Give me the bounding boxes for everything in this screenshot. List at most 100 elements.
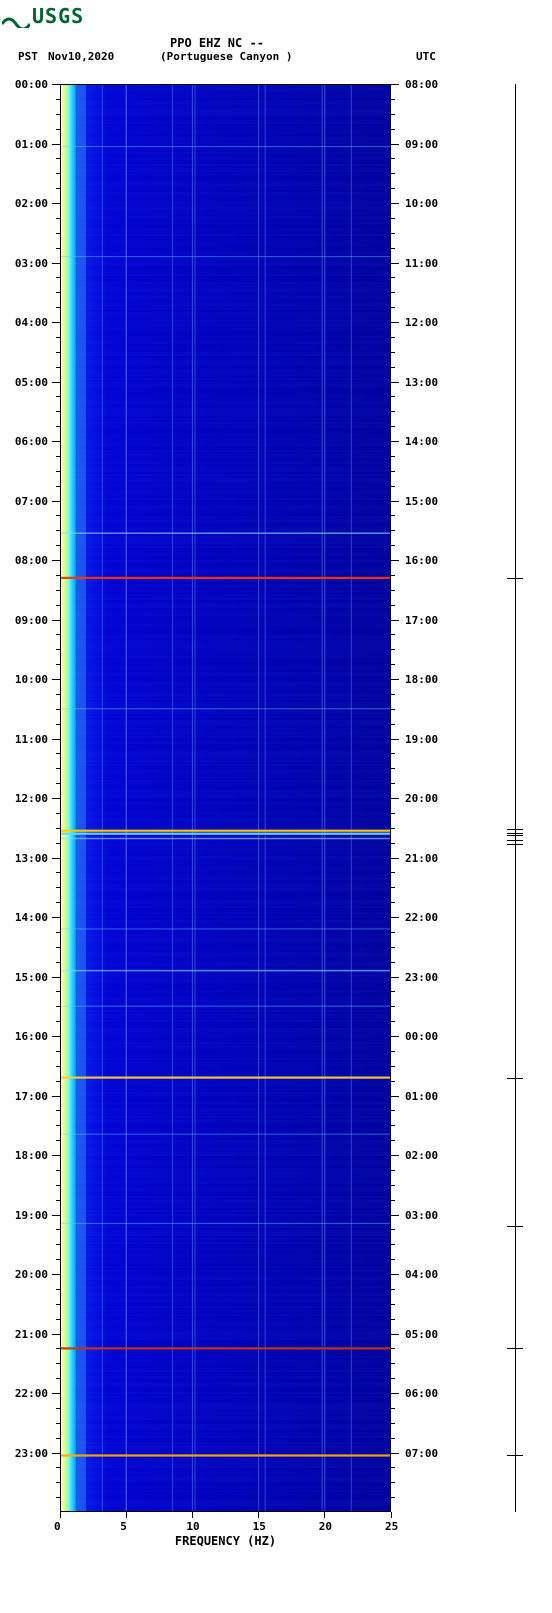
pst-minor-tick xyxy=(56,962,60,963)
freq-tick-label: 20 xyxy=(319,1520,332,1533)
pst-minor-tick xyxy=(56,1482,60,1483)
pst-major-tick xyxy=(52,1393,60,1394)
pst-minor-tick xyxy=(56,545,60,546)
utc-minor-tick xyxy=(391,828,395,829)
utc-minor-tick xyxy=(391,887,395,888)
utc-minor-tick xyxy=(391,1110,395,1111)
pst-major-tick xyxy=(52,1155,60,1156)
x-axis-label: FREQUENCY (HZ) xyxy=(60,1534,391,1548)
pst-minor-tick xyxy=(56,188,60,189)
event-tick xyxy=(507,835,523,836)
pst-minor-tick xyxy=(56,590,60,591)
pst-hour-label: 23:00 xyxy=(15,1447,48,1460)
utc-major-tick xyxy=(391,84,399,85)
pst-minor-tick xyxy=(56,1363,60,1364)
utc-minor-tick xyxy=(391,1140,395,1141)
utc-hour-label: 00:00 xyxy=(405,1030,438,1043)
utc-minor-tick xyxy=(391,1289,395,1290)
pst-minor-tick xyxy=(56,337,60,338)
event-tick xyxy=(507,833,523,834)
utc-minor-tick xyxy=(391,843,395,844)
pst-hour-label: 05:00 xyxy=(15,376,48,389)
utc-minor-tick xyxy=(391,367,395,368)
utc-major-tick xyxy=(391,1453,399,1454)
pst-minor-tick xyxy=(56,129,60,130)
pst-major-tick xyxy=(52,1453,60,1454)
utc-hour-label: 07:00 xyxy=(405,1447,438,1460)
utc-minor-tick xyxy=(391,1319,395,1320)
pst-hour-label: 20:00 xyxy=(15,1268,48,1281)
pst-minor-tick xyxy=(56,1200,60,1201)
pst-major-tick xyxy=(52,144,60,145)
pst-major-tick xyxy=(52,382,60,383)
pst-minor-tick xyxy=(56,1006,60,1007)
utc-hour-label: 17:00 xyxy=(405,614,438,627)
utc-minor-tick xyxy=(391,1200,395,1201)
pst-major-tick xyxy=(52,679,60,680)
frequency-axis: FREQUENCY (HZ) 0510152025 xyxy=(60,1512,391,1552)
utc-minor-tick xyxy=(391,545,395,546)
freq-tick xyxy=(126,1512,127,1518)
utc-minor-tick xyxy=(391,1229,395,1230)
utc-minor-tick xyxy=(391,173,395,174)
pst-minor-tick xyxy=(56,1438,60,1439)
pst-hour-label: 12:00 xyxy=(15,792,48,805)
utc-major-tick xyxy=(391,679,399,680)
utc-hour-label: 04:00 xyxy=(405,1268,438,1281)
date-label: Nov10,2020 xyxy=(48,50,114,63)
utc-major-tick xyxy=(391,1334,399,1335)
utc-hour-label: 11:00 xyxy=(405,257,438,270)
utc-minor-tick xyxy=(391,813,395,814)
pst-minor-tick xyxy=(56,1259,60,1260)
utc-minor-tick xyxy=(391,1408,395,1409)
utc-major-tick xyxy=(391,1096,399,1097)
utc-minor-tick xyxy=(391,158,395,159)
pst-hour-label: 02:00 xyxy=(15,197,48,210)
pst-minor-tick xyxy=(56,292,60,293)
utc-minor-tick xyxy=(391,872,395,873)
pst-hour-label: 06:00 xyxy=(15,435,48,448)
utc-major-tick xyxy=(391,1393,399,1394)
utc-minor-tick xyxy=(391,962,395,963)
pst-major-tick xyxy=(52,1334,60,1335)
pst-minor-tick xyxy=(56,471,60,472)
freq-tick-label: 5 xyxy=(120,1520,127,1533)
pst-minor-tick xyxy=(56,1304,60,1305)
pst-hour-label: 22:00 xyxy=(15,1387,48,1400)
logo-text: USGS xyxy=(32,4,84,28)
pst-hour-label: 21:00 xyxy=(15,1328,48,1341)
utc-minor-tick xyxy=(391,1304,395,1305)
spectrogram-plot xyxy=(60,84,391,1512)
utc-minor-tick xyxy=(391,947,395,948)
pst-minor-tick xyxy=(56,1021,60,1022)
utc-minor-tick xyxy=(391,1066,395,1067)
event-tick xyxy=(507,840,523,841)
utc-minor-tick xyxy=(391,575,395,576)
utc-minor-tick xyxy=(391,471,395,472)
utc-major-tick xyxy=(391,322,399,323)
utc-hour-label: 19:00 xyxy=(405,733,438,746)
pst-minor-tick xyxy=(56,575,60,576)
utc-hour-label: 15:00 xyxy=(405,495,438,508)
utc-hour-label: 08:00 xyxy=(405,78,438,91)
utc-major-tick xyxy=(391,1036,399,1037)
utc-minor-tick xyxy=(391,1363,395,1364)
tz-right-label: UTC xyxy=(416,50,436,63)
utc-minor-tick xyxy=(391,724,395,725)
utc-hour-label: 20:00 xyxy=(405,792,438,805)
pst-minor-tick xyxy=(56,1423,60,1424)
utc-major-tick xyxy=(391,1155,399,1156)
utc-minor-tick xyxy=(391,337,395,338)
utc-hour-label: 05:00 xyxy=(405,1328,438,1341)
location-label: (Portuguese Canyon ) xyxy=(160,50,292,63)
utc-minor-tick xyxy=(391,1482,395,1483)
pst-major-tick xyxy=(52,441,60,442)
pst-hour-label: 00:00 xyxy=(15,78,48,91)
pst-minor-tick xyxy=(56,887,60,888)
pst-hour-label: 18:00 xyxy=(15,1149,48,1162)
utc-minor-tick xyxy=(391,1081,395,1082)
pst-minor-tick xyxy=(56,1051,60,1052)
utc-minor-tick xyxy=(391,396,395,397)
freq-tick xyxy=(324,1512,325,1518)
utc-major-tick xyxy=(391,1215,399,1216)
